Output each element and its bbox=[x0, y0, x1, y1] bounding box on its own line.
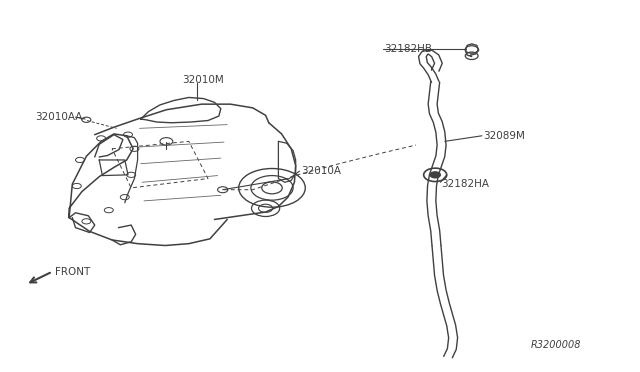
Text: 32182HA: 32182HA bbox=[442, 179, 490, 189]
Text: 32010M: 32010M bbox=[182, 75, 224, 85]
Text: 32010AA: 32010AA bbox=[35, 112, 83, 122]
Text: 32010A: 32010A bbox=[301, 166, 340, 176]
Circle shape bbox=[430, 172, 440, 178]
Text: R3200008: R3200008 bbox=[531, 340, 582, 350]
Text: 32089M: 32089M bbox=[483, 131, 525, 141]
Text: 32182HB: 32182HB bbox=[384, 44, 432, 54]
Text: FRONT: FRONT bbox=[55, 267, 90, 276]
